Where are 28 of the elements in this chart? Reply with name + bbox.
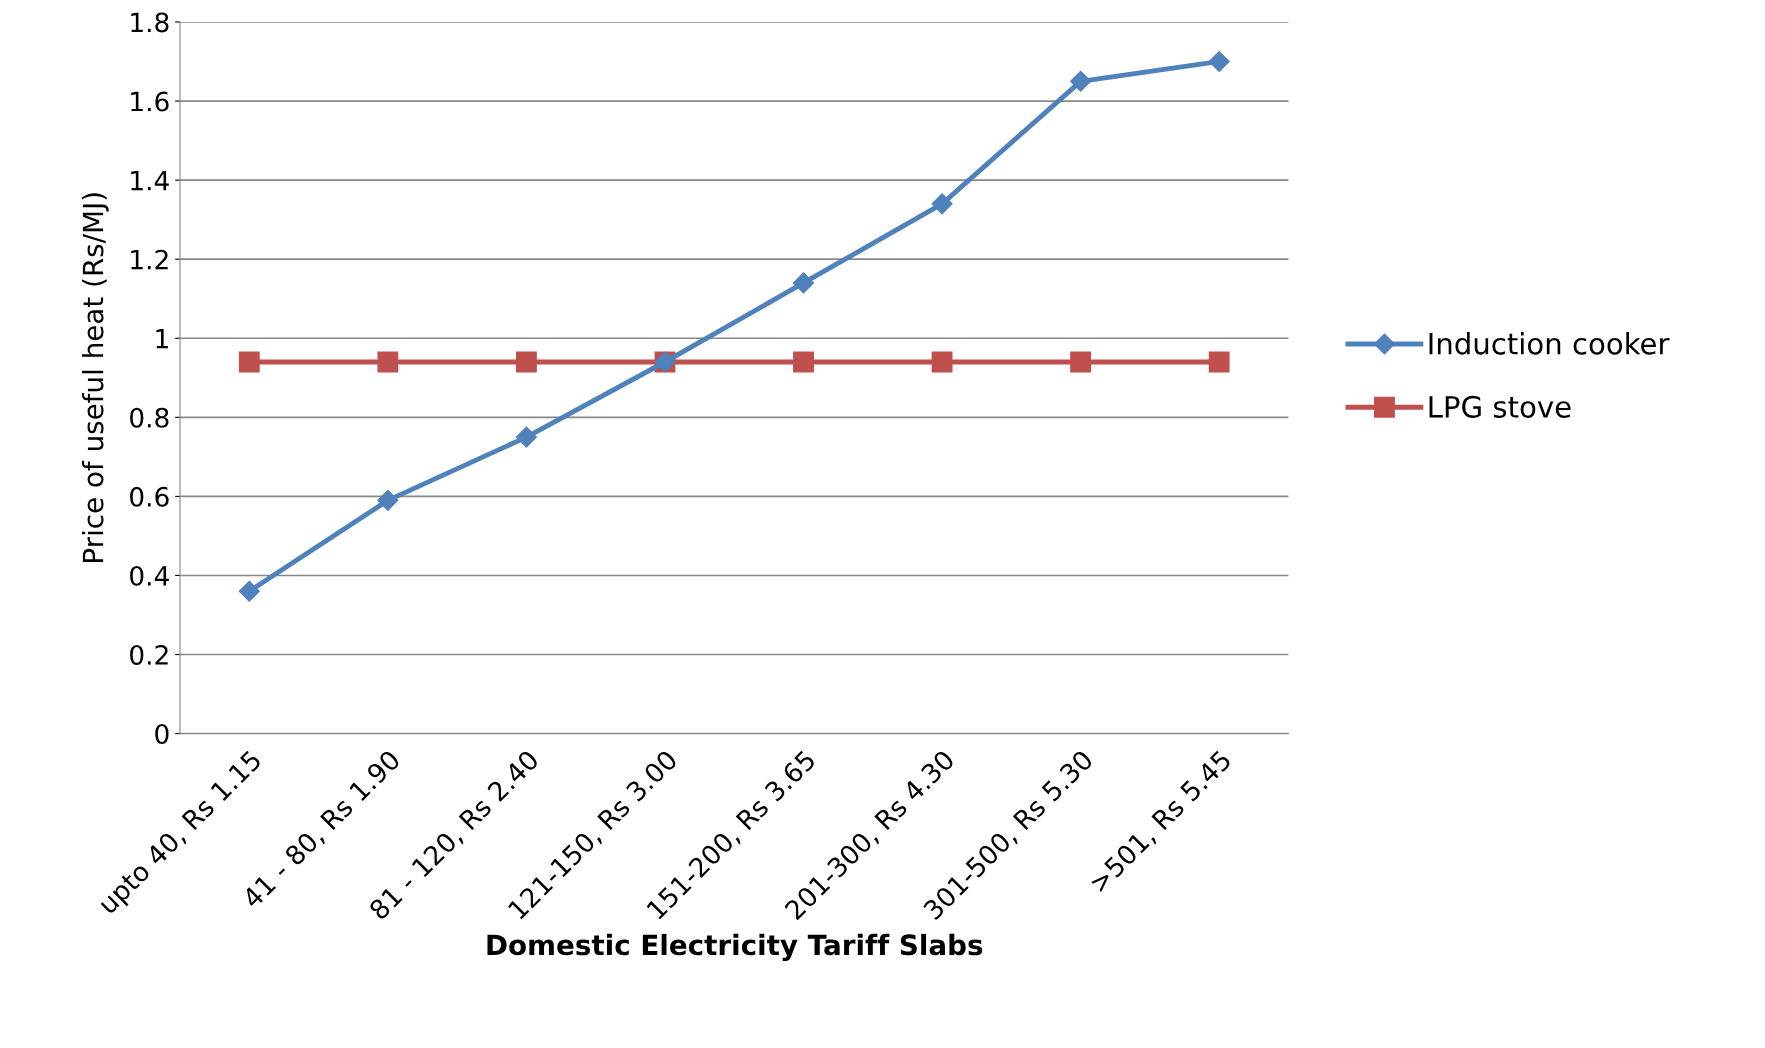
point <box>1208 51 1230 73</box>
y-tick-label: 1.4 <box>131 170 169 191</box>
x-axis-title: Domestic Electricity Tariff Slabs <box>487 933 983 961</box>
point <box>1070 70 1092 92</box>
point <box>377 351 399 373</box>
y-tick-label: 0.4 <box>130 565 169 586</box>
point <box>931 193 953 215</box>
y-tick-label: 0.6 <box>130 486 169 507</box>
point <box>793 351 814 373</box>
point <box>238 351 260 373</box>
y-tick-label: 1.8 <box>131 12 169 33</box>
point <box>1070 351 1092 373</box>
point <box>238 580 260 602</box>
point <box>931 351 953 373</box>
point <box>793 272 815 294</box>
legend-label: LPG stove <box>1429 395 1571 418</box>
y-axis-title: Price of useful heat (Rs/MJ) <box>82 193 109 562</box>
y-tick-label: 1 <box>156 329 168 349</box>
y-tick-label: 0.2 <box>130 644 168 665</box>
y-tick-label: 1.6 <box>131 91 169 112</box>
point <box>377 489 399 511</box>
y-tick-label: 0.8 <box>130 407 169 428</box>
point <box>515 351 537 373</box>
y-tick-label: 0 <box>155 724 169 744</box>
y-tick-label: 1.2 <box>131 249 168 270</box>
legend-label: Induction cooker <box>1429 332 1670 355</box>
point <box>515 426 537 448</box>
point <box>1208 351 1230 373</box>
